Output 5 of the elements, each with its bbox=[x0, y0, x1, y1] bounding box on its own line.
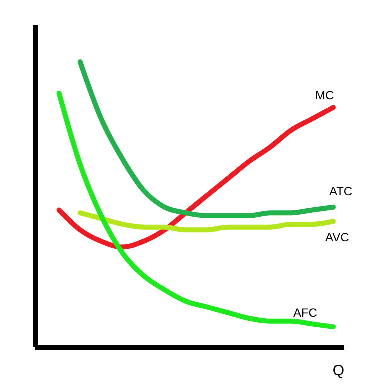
series-label: AFC bbox=[293, 306, 318, 320]
series-label: ATC bbox=[329, 184, 353, 198]
x-axis-title: Q bbox=[332, 362, 344, 380]
series-label: MC bbox=[315, 88, 334, 103]
series-label: AVC bbox=[325, 230, 350, 245]
